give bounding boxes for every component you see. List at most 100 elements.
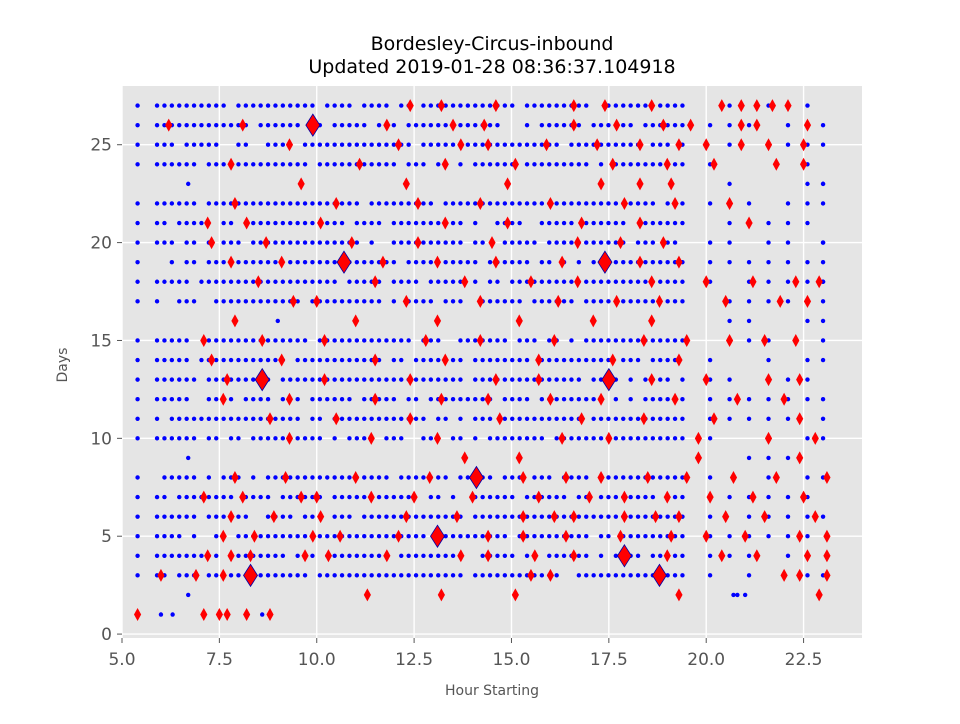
red-diamond-point [406,99,414,113]
blue-point [162,436,167,441]
blue-point [766,475,771,480]
blue-point [746,416,752,421]
red-diamond-point [550,510,558,524]
blue-point [154,338,160,343]
blue-point [465,122,471,128]
blue-point [399,357,404,363]
blue-point [258,396,263,402]
blue-point [258,553,263,558]
blue-point [665,220,670,226]
blue-point [805,259,810,265]
blue-point [154,103,160,108]
blue-point [539,162,545,167]
blue-point [643,162,648,167]
blue-point [228,573,234,578]
blue-point [650,201,656,206]
blue-point [707,396,713,402]
blue-point [317,259,323,265]
blue-point [280,494,286,500]
blue-point [598,201,604,206]
blue-point [310,494,315,500]
red-diamond-point [601,367,617,392]
red-diamond-point [239,490,247,504]
blue-point [169,201,175,206]
blue-point [805,377,810,382]
blue-point [317,416,323,421]
blue-point [421,220,426,226]
blue-point [288,416,293,421]
blue-point [332,122,337,128]
blue-point [413,475,419,480]
blue-point [243,553,249,558]
blue-point [162,475,167,480]
blue-point [502,299,508,304]
blue-point [384,494,389,500]
x-tick-label: 5.0 [108,650,135,670]
blue-point [332,534,337,539]
blue-point [532,377,537,382]
blue-point [598,122,604,128]
blue-point [502,436,508,441]
blue-point [598,534,604,539]
red-diamond-point [383,118,391,132]
blue-point [347,436,352,441]
chart-subtitle: Updated 2019-01-28 08:36:37.104918 [308,56,675,78]
red-diamond-point [476,294,484,308]
blue-point [339,103,345,108]
red-diamond-point [597,392,605,406]
blue-point [473,220,478,226]
blue-point [191,475,197,480]
red-diamond-point [250,529,259,543]
blue-point [228,122,234,128]
red-diamond-point [558,255,566,269]
blue-point [517,299,522,304]
blue-point [391,338,397,343]
blue-point [347,122,352,128]
blue-point [532,416,537,421]
blue-point [347,299,352,304]
blue-point [658,396,663,402]
blue-point [591,357,596,363]
blue-point [362,162,367,167]
blue-point [561,514,567,519]
blue-point [339,475,345,480]
blue-point [214,103,219,108]
blue-point [532,338,537,343]
blue-point [302,377,308,382]
blue-point [621,416,626,421]
blue-point [228,416,234,421]
blue-point [162,494,167,500]
blue-point [273,201,278,206]
blue-point [347,553,352,558]
blue-point [162,103,167,108]
blue-point [628,142,633,147]
blue-point [339,299,345,304]
blue-point [539,142,545,147]
blue-point [273,338,278,343]
blue-point [547,259,552,265]
blue-point [413,553,419,558]
blue-point [680,573,685,578]
blue-point [554,279,559,284]
blue-point [354,299,360,304]
red-diamond-point [651,563,667,588]
blue-point [628,436,633,441]
blue-point [310,553,315,558]
blue-point [517,573,522,578]
blue-point [177,377,182,382]
blue-point [584,142,589,147]
blue-point [135,338,140,343]
blue-point [325,396,330,402]
blue-point [406,338,411,343]
blue-point [317,534,323,539]
red-diamond-point [476,196,484,210]
blue-point [406,220,411,226]
blue-point [214,436,219,441]
blue-point [613,475,619,480]
red-diamond-point [605,431,613,445]
blue-point [621,475,626,480]
blue-point [680,553,685,558]
blue-point [785,455,791,461]
blue-point [347,416,352,421]
blue-point [820,357,826,363]
